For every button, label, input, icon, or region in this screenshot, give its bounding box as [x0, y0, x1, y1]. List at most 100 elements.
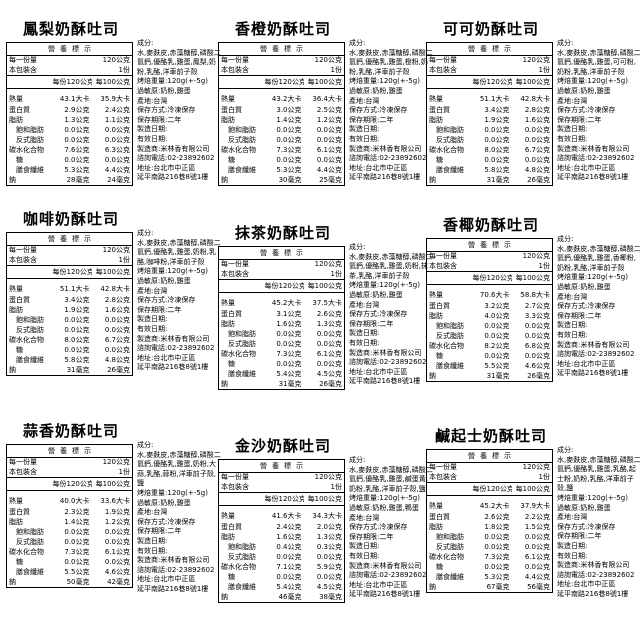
- servings-per-pack-label: 本包裝含: [426, 261, 512, 272]
- info-line-origin: 產地:台灣: [137, 508, 168, 517]
- nutrient-row: 碳水化合物 8.2公克 6.8公克: [427, 341, 553, 351]
- column-header-spacer: [426, 271, 471, 285]
- nutrient-label: 飽和脂肪: [228, 126, 256, 134]
- nutrient-value-per-serving: 0.0公克: [64, 528, 90, 536]
- nutrition-table-title: 營養標示: [218, 42, 345, 56]
- info-line-allergens: 過敏原:奶粉,雞蛋: [557, 282, 611, 291]
- serving-size-value: 120公克: [522, 56, 551, 64]
- nutrient-value-per-100g: 6.1公克: [524, 553, 551, 561]
- info-line-origin: 產地:台灣: [349, 300, 380, 309]
- nutrient-row: 脂肪 1.6公克 1.3公克: [219, 532, 345, 542]
- nutrient-row: 蛋白質 3.2公克 2.7公克: [427, 301, 553, 311]
- nutrient-value-per-100g: 0.0公克: [524, 136, 551, 144]
- serving-size-label: 每一份量: [9, 246, 37, 254]
- info-line-address2: 延平南路216巷8號1樓: [349, 173, 421, 182]
- nutrient-label: 飽和脂肪: [436, 533, 464, 541]
- info-line-hotline: 諮詢電話:02-23892602: [349, 154, 427, 163]
- info-line-address1: 地址:台北市中正區: [557, 359, 616, 368]
- info-line-hotline: 諮詢電話:02-23892602: [349, 358, 427, 367]
- nutrient-value-per-100g: 37.5大卡: [312, 298, 343, 307]
- info-line-shelf-life: 保存期限:二年: [557, 532, 602, 541]
- nutrient-label: 脂肪: [221, 320, 235, 328]
- nutrient-label: 膳食纖維: [16, 356, 44, 364]
- nutrient-value-per-100g: 0.0公克: [316, 156, 343, 164]
- nutrient-label: 膳食纖維: [228, 166, 256, 174]
- nutrient-value-per-serving: 31毫克: [486, 372, 510, 380]
- info-line-expiry-date: 有效日期:: [349, 338, 380, 347]
- nutrient-value-per-100g: 0.0公克: [316, 330, 343, 338]
- column-header-per-100g: 每100公克: [91, 75, 133, 89]
- nutrient-value-per-serving: 5.3公克: [484, 573, 510, 581]
- nutrient-row: 熱量 41.6大卡 34.3大卡: [219, 506, 345, 523]
- card-body: 營養標示 每一份量 120公克 本包裝含 1份 每份120公克 每100公克: [426, 39, 640, 186]
- column-header-per-100g: 每100公克: [91, 477, 133, 491]
- nutrient-value-per-serving: 7.1公克: [276, 563, 302, 571]
- nutrient-value-per-serving: 1.9公克: [484, 116, 510, 124]
- nutrient-value-per-serving: 31毫克: [486, 176, 510, 184]
- serving-size-value: 120公克: [522, 252, 551, 260]
- nutrient-value-per-100g: 0.0公克: [524, 352, 551, 360]
- info-line-baked-weight: 烤焙重量:120g(+-5g): [349, 494, 420, 503]
- nutrient-row: 脂肪 1.6公克 1.3公克: [219, 319, 345, 329]
- servings-per-pack-row: 本包裝含 1份: [426, 65, 553, 76]
- nutrient-value-per-serving: 5.5公克: [64, 568, 90, 576]
- nutrient-value-per-serving: 7.3公克: [276, 350, 302, 358]
- nutrient-row: 糖 0.0公克 0.0公克: [427, 351, 553, 361]
- nutrient-row: 糖 0.0公克 0.0公克: [7, 155, 133, 165]
- servings-per-pack-value: 1份: [91, 255, 133, 266]
- nutrient-value-per-serving: 8.2公克: [484, 342, 510, 350]
- nutrient-value-per-100g: 0.0公克: [316, 136, 343, 144]
- info-line-allergens: 過敏原:奶粉,雞蛋: [349, 86, 403, 95]
- nutrient-value-per-100g: 34.3大卡: [312, 511, 343, 520]
- serving-size-row: 每一份量 120公克: [7, 458, 133, 468]
- nutrient-value-per-serving: 0.0公克: [64, 346, 90, 354]
- nutrient-value-per-serving: 0.0公克: [64, 156, 90, 164]
- nutrient-row: 飽和脂肪 0.0公克 0.0公克: [7, 315, 133, 325]
- nutrient-row: 糖 0.0公克 0.0公克: [427, 562, 553, 572]
- info-line-origin: 產地:台灣: [349, 513, 380, 522]
- nutrient-label: 鈉: [9, 578, 16, 586]
- nutrient-row: 鈉 31毫克 26毫克: [427, 175, 553, 186]
- nutrient-value-per-100g: 6.1公克: [104, 548, 131, 556]
- info-line-address2: 延平南路216巷8號1樓: [137, 584, 209, 593]
- nutrient-value-per-serving: 67毫克: [486, 583, 510, 591]
- nutrient-value-per-serving: 3.0公克: [276, 106, 302, 114]
- info-line-manufacturer: 製造商:米林香有限公司: [557, 340, 630, 349]
- product-title: 鳳梨奶酥吐司: [22, 20, 119, 38]
- info-line-storage: 保存方式:冷凍保存: [137, 517, 196, 526]
- nutrient-value-per-serving: 0.0公克: [276, 573, 302, 581]
- nutrition-table: 營養標示 每一份量 120公克 本包裝含 1份 每份120公克 每100公克: [218, 459, 346, 603]
- product-info: 成分: 水,麥麩皮,赤藻糖醇,磷酸二氫鈣,優酪乳,雞蛋,奶粉,抹茶,乳酪,洋車前子…: [349, 243, 434, 387]
- nutrient-label: 膳食纖維: [16, 166, 44, 174]
- info-line-ingredients-label: 成分:: [349, 243, 366, 251]
- nutrient-row: 鈉 67毫克 56毫克: [427, 582, 553, 593]
- card-body: 營養標示 每一份量 120公克 本包裝含 1份 每份120公克 每100公克: [6, 229, 222, 376]
- nutrient-value-per-100g: 1.2公克: [316, 116, 343, 124]
- nutrient-row: 熱量 70.6大卡 58.8大卡: [427, 285, 553, 302]
- nutrient-value-per-serving: 0.0公克: [276, 156, 302, 164]
- product-title: 鹹起士奶酥吐司: [434, 427, 547, 445]
- serving-size-value: 120公克: [102, 458, 131, 466]
- nutrient-value-per-serving: 5.3公克: [64, 166, 90, 174]
- info-line-address2: 延平南路216巷8號1樓: [349, 377, 421, 386]
- column-header-per-serving: 每份120公克: [262, 75, 304, 89]
- nutrient-label: 反式脂肪: [16, 136, 44, 144]
- nutrient-row: 脂肪 1.9公克 1.6公克: [7, 305, 133, 315]
- column-header-row: 每份120公克 每100公克: [218, 279, 345, 293]
- nutrient-row: 鈉 31毫克 26毫克: [219, 379, 345, 390]
- nutrient-value-per-100g: 42.8大卡: [520, 94, 551, 103]
- nutrient-label: 熱量: [221, 511, 235, 520]
- nutrient-value-per-serving: 2.6公克: [484, 513, 510, 521]
- nutrient-value-per-serving: 8.0公克: [484, 146, 510, 154]
- nutrient-label: 蛋白質: [9, 106, 30, 114]
- card-body: 營養標示 每一份量 120公克 本包裝含 1份 每份120公克 每100公克: [426, 235, 640, 382]
- nutrient-value-per-100g: 6.7公克: [524, 146, 551, 154]
- nutrient-row: 鈉 50毫克 42毫克: [7, 577, 133, 588]
- nutrient-row: 蛋白質 2.4公克 2.0公克: [219, 522, 345, 532]
- info-line-hotline: 諮詢電話:02-23892602: [137, 154, 215, 163]
- nutrient-label: 反式脂肪: [436, 332, 464, 340]
- product-title: 可可奶酥吐司: [442, 20, 539, 38]
- nutrient-label: 脂肪: [9, 306, 23, 314]
- nutrient-value-per-100g: 0.0公克: [104, 316, 131, 324]
- nutrient-row: 飽和脂肪 0.4公克 0.3公克: [219, 542, 345, 552]
